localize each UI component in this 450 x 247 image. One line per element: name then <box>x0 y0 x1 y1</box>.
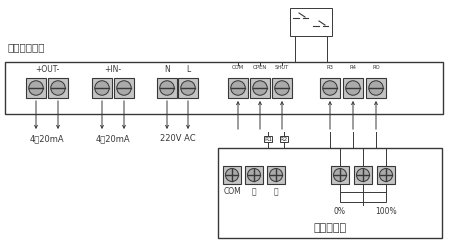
Bar <box>48 78 68 98</box>
Circle shape <box>253 81 267 95</box>
Text: +IN-: +IN- <box>104 65 122 74</box>
Circle shape <box>275 81 289 95</box>
Circle shape <box>333 168 346 182</box>
Circle shape <box>346 81 360 95</box>
Bar <box>280 136 288 143</box>
Circle shape <box>356 168 369 182</box>
Bar <box>290 8 332 36</box>
Text: 电动执行器: 电动执行器 <box>314 223 346 233</box>
Text: L: L <box>186 65 190 74</box>
Bar <box>218 148 442 238</box>
Text: 4～20mA: 4～20mA <box>96 134 130 143</box>
Circle shape <box>95 81 109 95</box>
Circle shape <box>270 168 283 182</box>
Text: COM: COM <box>223 187 241 196</box>
Text: +OUT-: +OUT- <box>35 65 59 74</box>
Bar <box>92 78 112 98</box>
Text: RO: RO <box>372 65 380 70</box>
Bar <box>354 166 372 184</box>
Text: 0%: 0% <box>334 207 346 216</box>
Bar <box>377 166 395 184</box>
Text: R2: R2 <box>280 137 288 142</box>
Bar <box>250 78 270 98</box>
Text: 220V AC: 220V AC <box>160 134 195 143</box>
Bar <box>114 78 134 98</box>
Text: 4～20mA: 4～20mA <box>30 134 64 143</box>
Circle shape <box>225 168 238 182</box>
Bar <box>366 78 386 98</box>
Text: 定位器接线面: 定位器接线面 <box>8 42 45 52</box>
Text: SHUT: SHUT <box>275 65 289 70</box>
Bar <box>267 166 285 184</box>
Bar <box>26 78 46 98</box>
Bar <box>340 192 386 202</box>
Text: 开: 开 <box>252 187 256 196</box>
Text: R4: R4 <box>350 65 356 70</box>
Circle shape <box>29 81 43 95</box>
Text: R3: R3 <box>327 65 333 70</box>
Text: N: N <box>164 65 170 74</box>
Circle shape <box>379 168 392 182</box>
Bar <box>272 78 292 98</box>
Text: 关: 关 <box>274 187 278 196</box>
Bar <box>331 166 349 184</box>
Circle shape <box>248 168 261 182</box>
Bar <box>157 78 177 98</box>
Circle shape <box>51 81 65 95</box>
Bar <box>343 78 363 98</box>
Bar <box>320 78 340 98</box>
Bar <box>245 166 263 184</box>
Bar <box>223 166 241 184</box>
Bar <box>5 62 443 114</box>
Text: 100%: 100% <box>375 207 397 216</box>
Text: COM: COM <box>232 65 244 70</box>
Circle shape <box>117 81 131 95</box>
Bar <box>264 136 272 143</box>
Text: OPEN: OPEN <box>253 65 267 70</box>
Circle shape <box>369 81 383 95</box>
Bar <box>178 78 198 98</box>
Circle shape <box>160 81 174 95</box>
Circle shape <box>181 81 195 95</box>
Text: R1: R1 <box>264 137 272 142</box>
Circle shape <box>231 81 245 95</box>
Circle shape <box>323 81 337 95</box>
Bar <box>228 78 248 98</box>
